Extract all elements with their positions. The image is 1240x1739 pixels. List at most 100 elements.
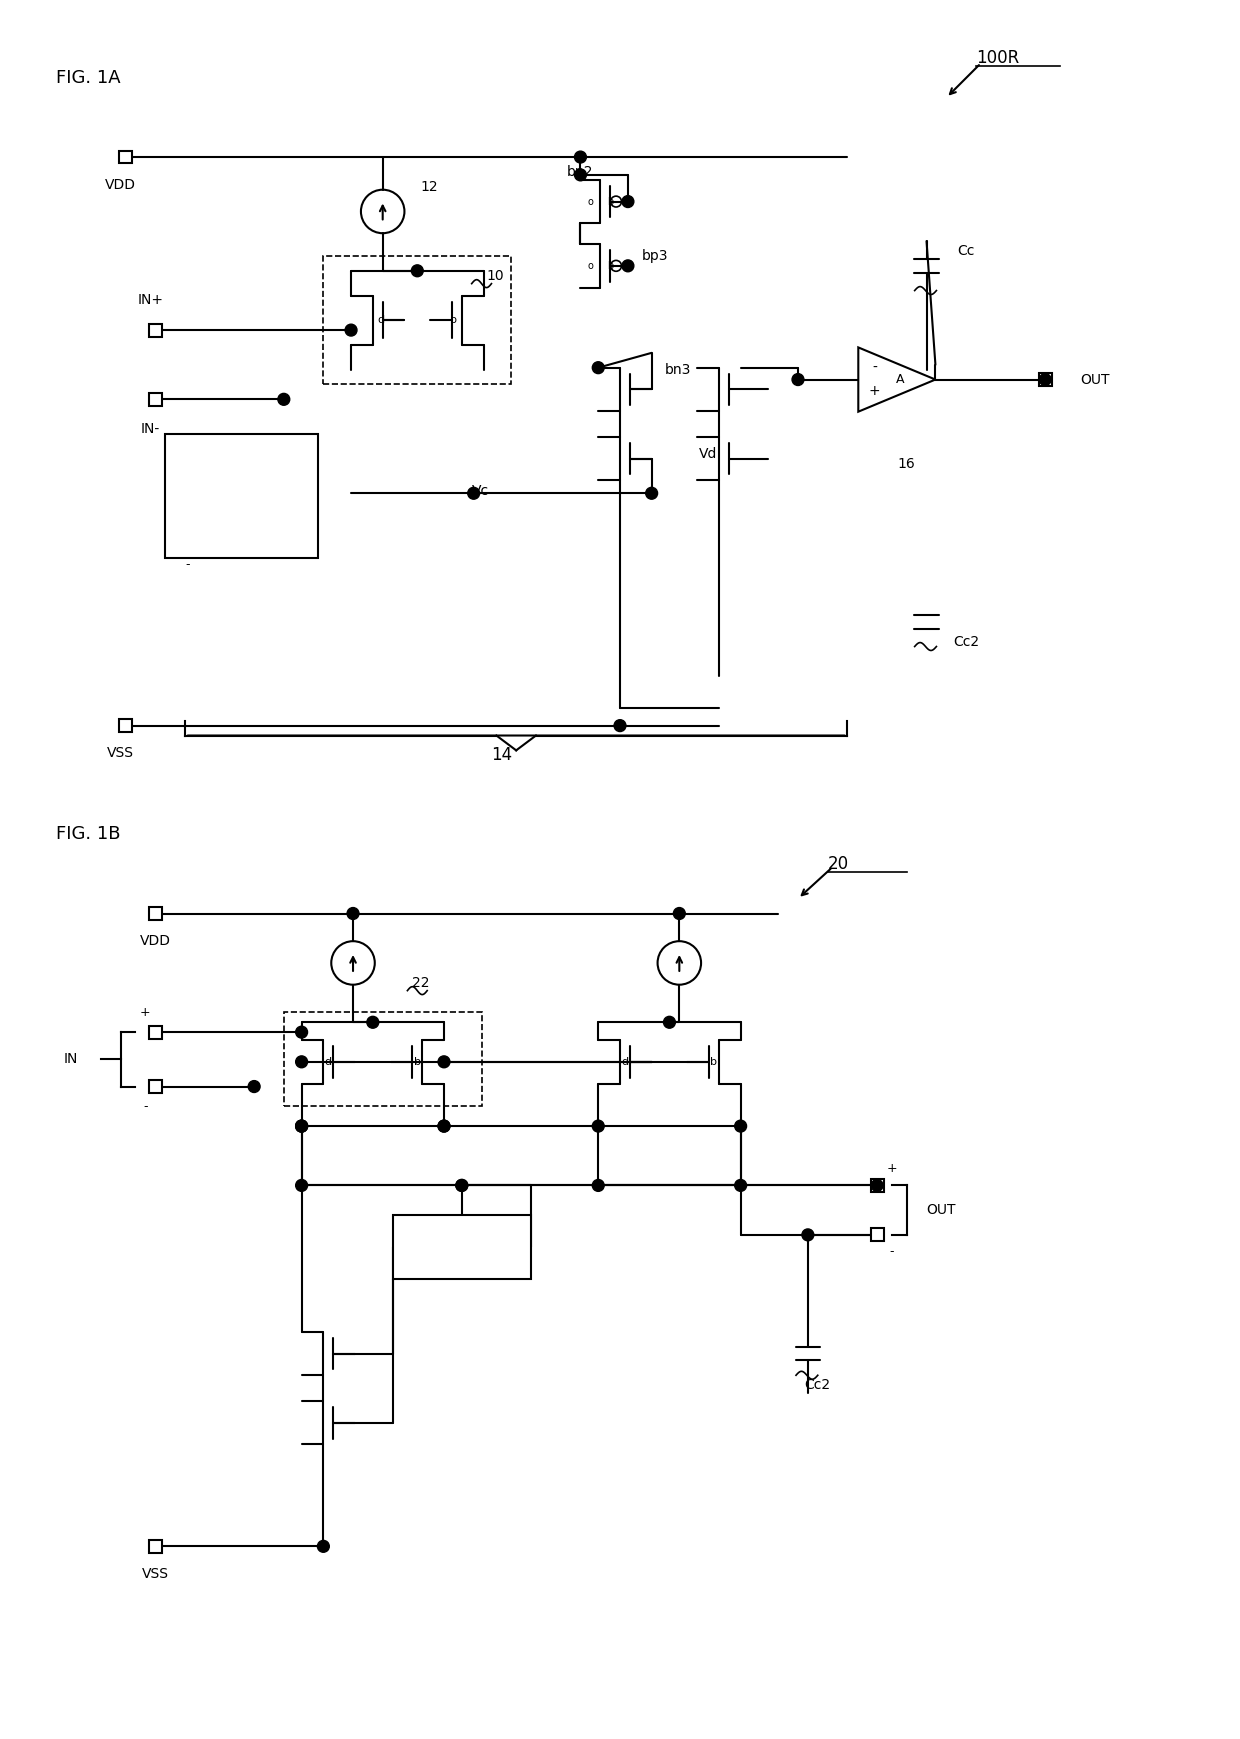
Bar	[870, 1179, 884, 1191]
Bar	[165, 435, 319, 558]
Bar	[324, 256, 511, 384]
Circle shape	[574, 151, 587, 163]
Circle shape	[438, 1056, 450, 1068]
Text: b: b	[450, 315, 458, 325]
Circle shape	[735, 1179, 746, 1191]
Text: -: -	[872, 362, 877, 376]
Text: b: b	[608, 197, 614, 207]
Text: -: -	[185, 489, 190, 503]
Text: o: o	[588, 261, 593, 271]
Text: 12: 12	[420, 179, 438, 193]
Text: o: o	[588, 197, 593, 207]
Text: b: b	[608, 261, 614, 271]
Circle shape	[295, 1026, 308, 1038]
Text: A: A	[895, 374, 904, 386]
Text: 10: 10	[486, 270, 505, 283]
Circle shape	[438, 1120, 450, 1132]
Circle shape	[347, 908, 358, 920]
Text: Cc: Cc	[957, 243, 975, 257]
Circle shape	[438, 1120, 450, 1132]
Text: VSS: VSS	[141, 1567, 169, 1581]
Text: +: +	[171, 536, 182, 550]
Circle shape	[802, 1229, 813, 1242]
Circle shape	[467, 487, 480, 499]
Bar	[149, 1541, 161, 1553]
Text: +: +	[171, 433, 182, 445]
Bar	[149, 908, 161, 920]
Text: -: -	[175, 476, 180, 490]
Text: +: +	[887, 1162, 898, 1176]
Circle shape	[622, 195, 634, 207]
Text: VDD: VDD	[105, 177, 136, 191]
Text: +: +	[868, 384, 880, 398]
Text: +: +	[140, 1005, 151, 1019]
Text: bn3: bn3	[665, 363, 691, 377]
Text: CMFB: CMFB	[444, 1242, 480, 1254]
Circle shape	[248, 1080, 260, 1092]
Circle shape	[412, 264, 423, 277]
Text: VDD: VDD	[140, 934, 171, 948]
Text: Vc: Vc	[471, 483, 489, 499]
Bar	[393, 1216, 531, 1280]
Circle shape	[622, 259, 634, 271]
Text: 100R: 100R	[976, 49, 1019, 68]
Circle shape	[295, 1179, 308, 1191]
Text: IN: IN	[238, 487, 250, 499]
Text: +: +	[227, 523, 237, 537]
Text: VSS: VSS	[107, 746, 134, 760]
Text: b: b	[414, 1057, 420, 1066]
Text: FIG. 1A: FIG. 1A	[56, 70, 122, 87]
Text: IN: IN	[226, 454, 238, 468]
Text: IN+: IN+	[138, 294, 164, 308]
Text: 22: 22	[413, 976, 430, 989]
Circle shape	[792, 374, 804, 386]
Text: Cc2: Cc2	[805, 1379, 831, 1393]
Text: d: d	[621, 1057, 629, 1066]
Text: 20: 20	[171, 452, 188, 466]
Circle shape	[872, 1179, 883, 1191]
Circle shape	[1039, 374, 1052, 386]
Text: OUT: OUT	[1080, 372, 1110, 386]
Circle shape	[295, 1120, 308, 1132]
Text: b: b	[711, 1057, 718, 1066]
Bar	[1039, 374, 1052, 386]
Circle shape	[456, 1179, 467, 1191]
Text: OUT: OUT	[243, 523, 270, 537]
Text: -: -	[143, 1099, 148, 1113]
Circle shape	[673, 908, 686, 920]
Circle shape	[574, 169, 587, 181]
Bar	[149, 1026, 161, 1038]
Circle shape	[593, 362, 604, 374]
Text: -: -	[889, 1245, 894, 1259]
Bar	[870, 1228, 884, 1242]
Text: OUT: OUT	[926, 1203, 956, 1217]
Circle shape	[295, 1056, 308, 1068]
Text: FIG. 1B: FIG. 1B	[56, 826, 120, 843]
Bar	[149, 323, 161, 337]
Text: 16: 16	[898, 457, 915, 471]
Text: d: d	[377, 315, 384, 325]
Text: bp3: bp3	[641, 249, 668, 263]
Circle shape	[663, 1016, 676, 1028]
Text: Vd: Vd	[699, 447, 718, 461]
Circle shape	[278, 393, 290, 405]
Circle shape	[593, 1120, 604, 1132]
Text: IN-: IN-	[140, 423, 160, 436]
Bar	[119, 151, 131, 163]
Circle shape	[646, 487, 657, 499]
Circle shape	[593, 1179, 604, 1191]
Text: 20: 20	[827, 856, 848, 873]
Circle shape	[614, 720, 626, 732]
Text: CMFB: CMFB	[444, 1240, 480, 1254]
Bar	[149, 1080, 161, 1094]
Circle shape	[295, 1120, 308, 1132]
Text: d: d	[325, 1057, 332, 1066]
Bar	[149, 393, 161, 405]
Circle shape	[367, 1016, 378, 1028]
Text: -: -	[306, 527, 311, 539]
Text: -: -	[185, 558, 190, 572]
Text: Cc2: Cc2	[954, 635, 980, 649]
Circle shape	[345, 323, 357, 336]
Bar	[119, 720, 131, 732]
Text: 14: 14	[491, 746, 512, 765]
